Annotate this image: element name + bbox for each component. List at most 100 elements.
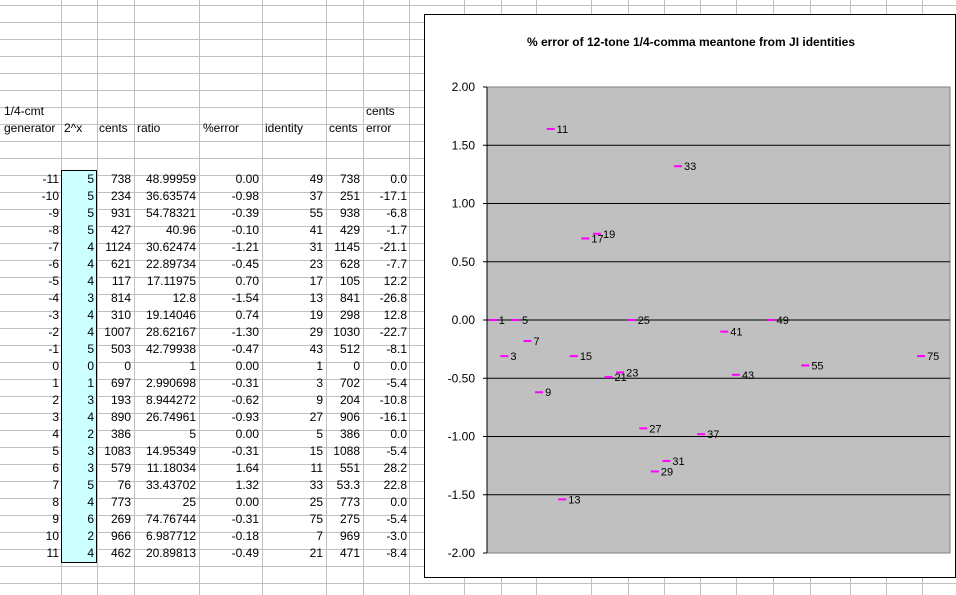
cell-identity[interactable]: 11	[310, 461, 323, 475]
cell-pct-error[interactable]: -0.98	[231, 189, 259, 203]
cell-pow2[interactable]: 3	[87, 291, 94, 305]
cell-pow2[interactable]: 4	[87, 546, 94, 560]
cell-generator[interactable]: 5	[52, 444, 59, 458]
cell-cents-error[interactable]: -7.7	[386, 257, 407, 271]
cell-pow2[interactable]: 5	[87, 478, 94, 492]
cell-ji-cents[interactable]: 702	[339, 376, 360, 390]
cell-ratio[interactable]: 20.89813	[145, 546, 196, 560]
cell-cents-error[interactable]: 0.0	[390, 359, 407, 373]
cell-ji-cents[interactable]: 471	[339, 546, 360, 560]
cell-ratio[interactable]: 5	[189, 427, 196, 441]
chart-area[interactable]: % error of 12-tone 1/4-comma meantone fr…	[424, 14, 956, 578]
cell-pow2[interactable]: 4	[87, 495, 94, 509]
cell-identity[interactable]: 75	[309, 512, 323, 526]
cell-cents-error[interactable]: 0.0	[390, 495, 407, 509]
cell-ji-cents[interactable]: 551	[339, 461, 360, 475]
cell-ratio[interactable]: 11.18034	[146, 461, 196, 475]
cell-cents[interactable]: 621	[110, 257, 131, 271]
cell-ratio[interactable]: 28.62167	[145, 325, 196, 339]
cell-cents[interactable]: 1083	[104, 444, 131, 458]
cell-cents[interactable]: 579	[110, 461, 131, 475]
cell-pow2[interactable]: 5	[87, 223, 94, 237]
cell-generator[interactable]: 0	[52, 359, 59, 373]
cell-pow2[interactable]: 2	[87, 427, 94, 441]
cell-ji-cents[interactable]: 738	[339, 172, 360, 186]
cell-generator[interactable]: -11	[42, 172, 59, 186]
cell-cents-error[interactable]: -5.4	[386, 376, 407, 390]
cell-cents[interactable]: 193	[110, 393, 131, 407]
cell-generator[interactable]: -10	[41, 189, 59, 203]
cell-pow2[interactable]: 3	[87, 461, 94, 475]
cell-identity[interactable]: 43	[309, 342, 323, 356]
cell-cents-error[interactable]: -17.1	[379, 189, 407, 203]
cell-pow2[interactable]: 4	[87, 257, 94, 271]
cell-ji-cents[interactable]: 969	[339, 529, 360, 543]
cell-pow2[interactable]: 6	[87, 512, 94, 526]
cell-ratio[interactable]: 25	[182, 495, 196, 509]
cell-cents[interactable]: 966	[110, 529, 131, 543]
cell-identity[interactable]: 5	[316, 427, 323, 441]
cell-ratio[interactable]: 2.990698	[145, 376, 196, 390]
cell-cents[interactable]: 269	[110, 512, 131, 526]
cell-generator[interactable]: -6	[48, 257, 59, 271]
cell-ratio[interactable]: 14.95349	[145, 444, 196, 458]
cell-ratio[interactable]: 48.99959	[145, 172, 196, 186]
cell-pow2[interactable]: 4	[87, 325, 94, 339]
cell-pct-error[interactable]: -0.18	[231, 529, 259, 543]
cell-cents-error[interactable]: -8.1	[386, 342, 407, 356]
cell-ratio[interactable]: 74.76744	[145, 512, 196, 526]
cell-pct-error[interactable]: 0.00	[235, 427, 259, 441]
cell-generator[interactable]: -2	[48, 325, 59, 339]
cell-identity[interactable]: 25	[309, 495, 323, 509]
cell-cents-error[interactable]: -8.4	[386, 546, 407, 560]
cell-cents[interactable]: 503	[110, 342, 131, 356]
cell-identity[interactable]: 55	[309, 206, 323, 220]
cell-generator[interactable]: 2	[52, 393, 59, 407]
cell-pct-error[interactable]: -0.93	[231, 410, 259, 424]
cell-ji-cents[interactable]: 386	[339, 427, 360, 441]
cell-pow2[interactable]: 4	[87, 274, 94, 288]
cell-ratio[interactable]: 1	[189, 359, 196, 373]
cell-identity[interactable]: 17	[309, 274, 323, 288]
cell-generator[interactable]: -3	[48, 308, 59, 322]
cell-generator[interactable]: 9	[52, 512, 59, 526]
cell-generator[interactable]: -5	[48, 274, 59, 288]
cell-pow2[interactable]: 4	[87, 240, 94, 254]
cell-generator[interactable]: 11	[46, 546, 59, 560]
cell-pow2[interactable]: 4	[87, 308, 94, 322]
cell-identity[interactable]: 9	[316, 393, 323, 407]
cell-ji-cents[interactable]: 938	[339, 206, 360, 220]
cell-identity[interactable]: 27	[309, 410, 323, 424]
cell-identity[interactable]: 41	[309, 223, 323, 237]
cell-ji-cents[interactable]: 1145	[334, 240, 360, 254]
cell-pow2[interactable]: 5	[87, 206, 94, 220]
cell-pct-error[interactable]: -0.31	[231, 512, 259, 526]
cell-pow2[interactable]: 3	[87, 444, 94, 458]
cell-generator[interactable]: -9	[48, 206, 59, 220]
cell-ratio[interactable]: 8.944272	[145, 393, 196, 407]
cell-pow2[interactable]: 0	[87, 359, 94, 373]
cell-ji-cents[interactable]: 251	[339, 189, 360, 203]
cell-identity[interactable]: 15	[309, 444, 323, 458]
cell-ji-cents[interactable]: 429	[339, 223, 360, 237]
cell-cents-error[interactable]: -3.0	[386, 529, 407, 543]
cell-ji-cents[interactable]: 906	[339, 410, 360, 424]
cell-pct-error[interactable]: -0.31	[231, 444, 259, 458]
cell-pct-error[interactable]: 0.00	[235, 495, 259, 509]
cell-pct-error[interactable]: -1.21	[231, 240, 259, 254]
cell-pow2[interactable]: 5	[87, 189, 94, 203]
cell-ratio[interactable]: 12.8	[172, 291, 196, 305]
cell-cents[interactable]: 234	[110, 189, 131, 203]
cell-cents-error[interactable]: -16.1	[379, 410, 407, 424]
cell-cents[interactable]: 890	[110, 410, 131, 424]
cell-cents[interactable]: 738	[110, 172, 131, 186]
cell-cents-error[interactable]: 22.8	[383, 478, 407, 492]
cell-identity[interactable]: 37	[309, 189, 323, 203]
cell-generator[interactable]: 7	[52, 478, 59, 492]
cell-identity[interactable]: 49	[309, 172, 323, 186]
cell-pct-error[interactable]: 0.00	[235, 359, 259, 373]
cell-ji-cents[interactable]: 1030	[333, 325, 360, 339]
cell-ratio[interactable]: 40.96	[165, 223, 196, 237]
cell-pct-error[interactable]: 0.74	[235, 308, 259, 322]
cell-identity[interactable]: 3	[316, 376, 323, 390]
